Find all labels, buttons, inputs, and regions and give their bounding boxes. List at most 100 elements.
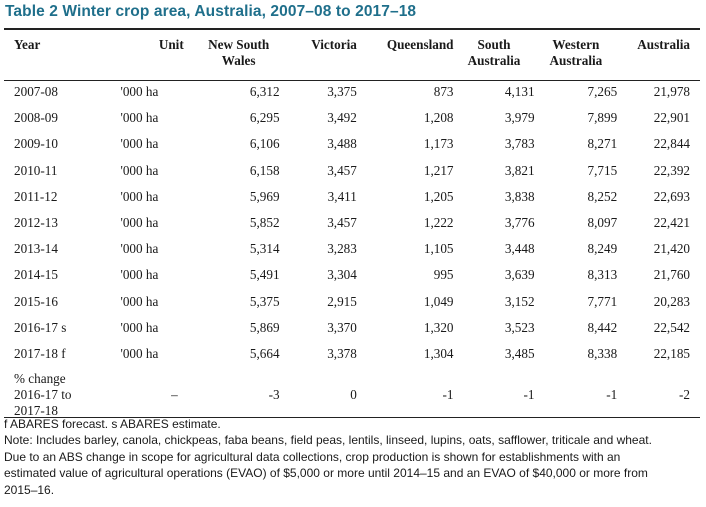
- cell-unit: '000 ha: [120, 319, 159, 335]
- cell-unit: '000 ha: [120, 293, 159, 309]
- header-wa-line2: Australia: [549, 53, 603, 68]
- table-row: 2015-16 '000 ha 5,375 2,915 1,049 3,152 7,771 2…: [4, 289, 700, 315]
- cell-qld: 1,320: [423, 319, 454, 335]
- header-nsw: New South Wales: [184, 34, 280, 79]
- cell-unit: '000 ha: [120, 267, 159, 283]
- cell-year: 2013-14: [14, 241, 58, 257]
- cell-aus: 22,421: [653, 215, 690, 231]
- cell-unit: '000 ha: [120, 188, 159, 204]
- winter-crop-table: Year Unit New South Wales Victoria Queen…: [4, 34, 700, 419]
- cell-wa: 8,097: [587, 215, 618, 231]
- cell-unit: '000 ha: [120, 345, 159, 361]
- pct-unit: –: [171, 387, 178, 403]
- table-row: 2011-12 '000 ha 5,969 3,411 1,205 3,838 8,252 2…: [4, 184, 700, 210]
- pct-vic: 0: [350, 387, 357, 403]
- cell-qld: 1,208: [423, 110, 454, 126]
- pct-label-line1: % change: [14, 371, 66, 387]
- cell-nsw: 6,106: [249, 136, 280, 152]
- cell-qld: 1,304: [423, 345, 454, 361]
- cell-unit: '000 ha: [120, 84, 159, 100]
- cell-sa: 3,639: [504, 267, 535, 283]
- cell-nsw: 6,158: [249, 162, 280, 178]
- header-unit: Unit: [158, 37, 184, 52]
- cell-aus: 22,542: [653, 319, 690, 335]
- cell-wa: 8,442: [587, 319, 618, 335]
- cell-vic: 3,304: [327, 267, 357, 283]
- cell-vic: 3,375: [327, 84, 357, 100]
- cell-sa: 3,776: [504, 215, 535, 231]
- table-row: 2017-18 f '000 ha 5,664 3,378 1,304 3,485 8,33…: [4, 341, 700, 367]
- cell-year: 2008-09: [14, 110, 58, 126]
- header-wa-line1: Western: [552, 37, 600, 52]
- cell-vic: 3,492: [327, 110, 357, 126]
- cell-aus: 21,420: [653, 241, 690, 257]
- cell-wa: 8,338: [587, 345, 618, 361]
- cell-sa: 3,523: [504, 319, 535, 335]
- cell-sa: 3,152: [504, 293, 535, 309]
- header-qld: Queensland: [386, 37, 454, 52]
- cell-year: 2016-17 s: [14, 319, 67, 335]
- cell-nsw: 6,295: [249, 110, 280, 126]
- table-row: 2007-08 '000 ha 6,312 3,375 873 4,131 7,265 21,…: [4, 79, 700, 105]
- cell-aus: 22,185: [653, 345, 690, 361]
- cell-aus: 20,283: [653, 293, 690, 309]
- header-aus: Australia: [637, 37, 690, 52]
- note-abs-line1: Due to an ABS change in scope for agricu…: [4, 449, 621, 464]
- cell-year: 2017-18 f: [14, 345, 66, 361]
- cell-wa: 7,899: [587, 110, 618, 126]
- header-rule: [4, 80, 700, 81]
- cell-wa: 7,265: [587, 84, 618, 100]
- cell-nsw: 5,664: [249, 345, 280, 361]
- cell-year: 2011-12: [14, 188, 58, 204]
- cell-vic: 3,457: [327, 162, 357, 178]
- table-row: 2010-11 '000 ha 6,158 3,457 1,217 3,821 7,715 2…: [4, 158, 700, 184]
- cell-aus: 21,760: [653, 267, 690, 283]
- cell-year: 2012-13: [14, 215, 58, 231]
- cell-vic: 3,488: [327, 136, 357, 152]
- cell-qld: 995: [433, 267, 454, 283]
- cell-nsw: 5,852: [249, 215, 280, 231]
- pct-label-line2: 2016-17 to: [14, 387, 72, 403]
- cell-qld: 1,173: [423, 136, 454, 152]
- cell-unit: '000 ha: [120, 110, 159, 126]
- cell-sa: 3,838: [504, 188, 535, 204]
- pct-sa: -1: [523, 387, 535, 403]
- pct-nsw: -3: [268, 387, 280, 403]
- cell-sa: 3,448: [504, 241, 535, 257]
- cell-vic: 3,283: [327, 241, 357, 257]
- cell-nsw: 5,314: [249, 241, 280, 257]
- header-nsw-line1: New South: [208, 37, 270, 52]
- cell-vic: 3,370: [327, 319, 357, 335]
- header-sa: South Australia: [454, 34, 535, 79]
- cell-nsw: 5,869: [249, 319, 280, 335]
- pct-qld: -1: [442, 387, 454, 403]
- top-rule: [4, 28, 700, 30]
- header-nsw-line2: Wales: [221, 53, 256, 68]
- cell-year: 2010-11: [14, 162, 58, 178]
- cell-unit: '000 ha: [120, 241, 159, 257]
- cell-sa: 3,485: [504, 345, 535, 361]
- cell-sa: 3,783: [504, 136, 535, 152]
- cell-vic: 2,915: [327, 293, 357, 309]
- cell-wa: 7,715: [587, 162, 618, 178]
- cell-wa: 8,271: [587, 136, 618, 152]
- cell-qld: 1,217: [423, 162, 454, 178]
- table-row: 2016-17 s '000 ha 5,869 3,370 1,320 3,523 8,44…: [4, 315, 700, 341]
- note-legend: f ABARES forecast. s ABARES estimate.: [4, 417, 221, 431]
- note-abs-line3: 2015–16.: [4, 482, 55, 497]
- cell-unit: '000 ha: [120, 215, 159, 231]
- cell-wa: 8,313: [587, 267, 618, 283]
- table-row: 2013-14 '000 ha 5,314 3,283 1,105 3,448 8,249 2…: [4, 236, 700, 262]
- table-row: 2008-09 '000 ha 6,295 3,492 1,208 3,979 7,899 2…: [4, 105, 700, 131]
- cell-sa: 4,131: [504, 84, 535, 100]
- cell-vic: 3,378: [327, 345, 357, 361]
- table-row: 2009-10 '000 ha 6,106 3,488 1,173 3,783 8,271 2…: [4, 131, 700, 157]
- table-notes: f ABARES forecast. s ABARES estimate. No…: [4, 416, 704, 498]
- pct-change-label: % change 2016-17 to 2017-18: [4, 367, 96, 419]
- header-sa-line1: South: [477, 37, 511, 52]
- cell-year: 2009-10: [14, 136, 58, 152]
- note-abs-line2: estimated value of agricultural operatio…: [4, 466, 648, 481]
- pct-label-line3: 2017-18: [14, 403, 58, 419]
- header-sa-line2: Australia: [467, 53, 521, 68]
- note-includes: Note: Includes barley, canola, chickpeas…: [4, 433, 652, 448]
